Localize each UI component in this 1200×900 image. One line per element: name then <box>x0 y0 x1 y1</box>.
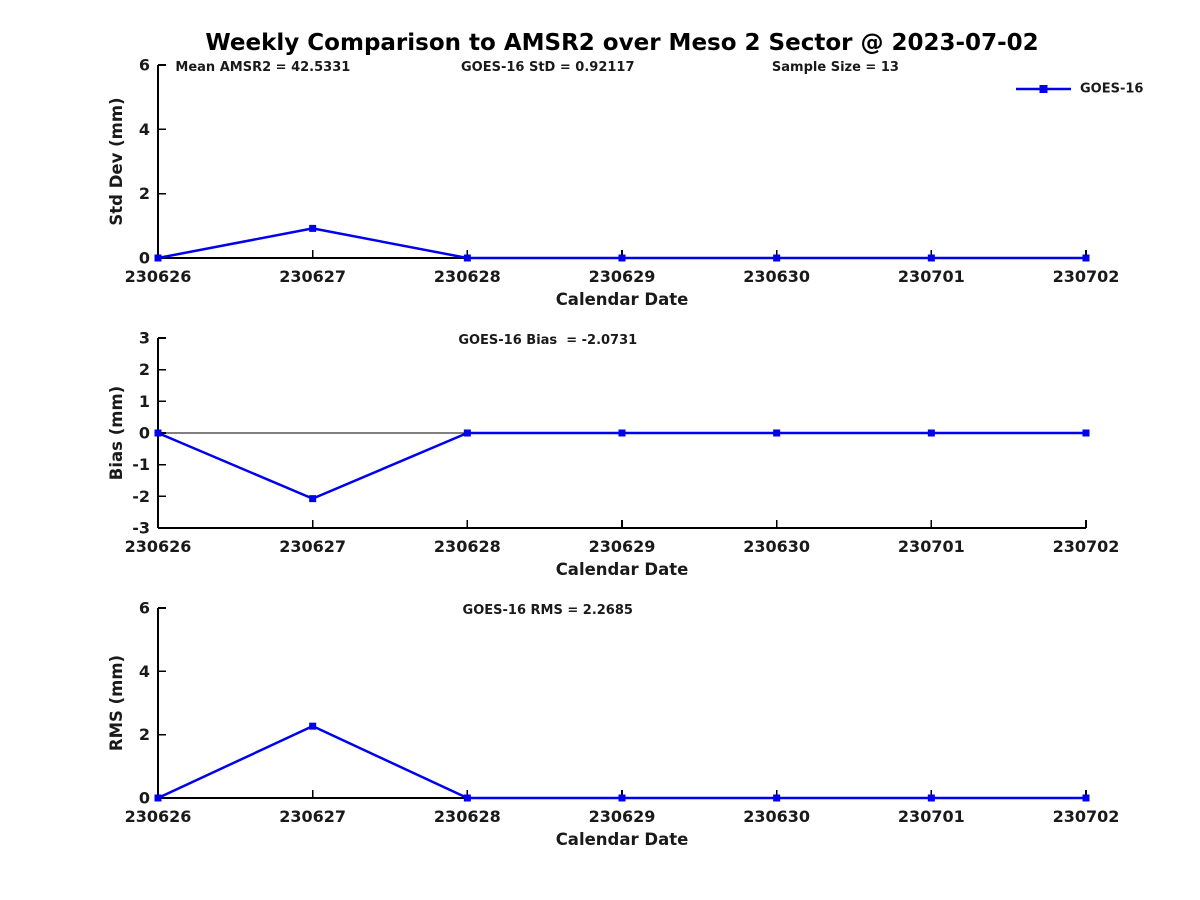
x-tick-label: 230701 <box>898 537 965 556</box>
rms-plot: 0 2 4 6 230626 230627 230628 230629 230630 230701… <box>107 599 1119 850</box>
y-tick-label: 1 <box>139 392 150 411</box>
x-axis-label: Calendar Date <box>556 290 689 309</box>
x-tick-label: 230628 <box>434 807 501 826</box>
x-tick-label: 230627 <box>279 807 346 826</box>
data-point <box>773 254 781 262</box>
subplot-title: GOES-16 Bias = -2.0731 <box>458 333 637 348</box>
data-point <box>309 722 317 730</box>
y-tick-label: 0 <box>139 424 150 443</box>
x-tick-label: 230626 <box>125 537 192 556</box>
data-point <box>1082 254 1090 262</box>
y-tick-label: -3 <box>132 519 150 538</box>
data-point <box>773 429 781 437</box>
data-point <box>927 429 935 437</box>
x-tick-label: 230627 <box>279 537 346 556</box>
legend-label: GOES-16 <box>1080 82 1143 97</box>
y-axis-label: Bias (mm) <box>107 386 126 480</box>
y-tick-label: -1 <box>132 455 150 474</box>
y-tick-label: 4 <box>139 662 150 681</box>
y-tick-label: 6 <box>139 599 150 618</box>
data-point <box>154 429 162 437</box>
x-tick-label: 230629 <box>589 537 656 556</box>
y-axis-label: RMS (mm) <box>107 655 126 751</box>
annotation-text: Sample Size = 13 <box>772 60 899 75</box>
data-point <box>154 254 162 262</box>
x-tick-label: 230702 <box>1053 267 1120 286</box>
legend-marker <box>1039 85 1048 93</box>
y-axis-label: Std Dev (mm) <box>107 97 126 225</box>
data-point <box>154 794 162 802</box>
x-tick-label: 230629 <box>589 267 656 286</box>
x-tick-label: 230626 <box>125 267 192 286</box>
y-tick-label: -2 <box>132 487 150 506</box>
data-point <box>618 254 626 262</box>
data-point <box>927 794 935 802</box>
data-line <box>157 724 1086 800</box>
x-axis-label: Calendar Date <box>556 560 689 579</box>
data-point <box>463 254 471 262</box>
y-tick-label: 4 <box>139 120 150 139</box>
x-tick-label: 230701 <box>898 807 965 826</box>
data-point <box>463 794 471 802</box>
y-tick-label: 2 <box>139 360 150 379</box>
data-point <box>309 495 317 503</box>
data-point <box>618 429 626 437</box>
std-dev-plot: 0 2 4 6 230626 230627 230628 230629 230630 230701… <box>107 56 1119 310</box>
data-point <box>618 794 626 802</box>
y-tick-label: 0 <box>139 249 150 268</box>
bias-plot: -3 -2 -1 0 1 2 3 230626 230627 230628 230629 230630… <box>107 329 1119 580</box>
x-tick-label: 230630 <box>743 807 810 826</box>
annotation-text: GOES-16 StD = 0.92117 <box>461 60 635 75</box>
x-tick-label: 230628 <box>434 267 501 286</box>
x-tick-label: 230628 <box>434 537 501 556</box>
subplot-title: GOES-16 RMS = 2.2685 <box>463 603 633 618</box>
x-tick-label: 230702 <box>1053 537 1120 556</box>
x-tick-label: 230626 <box>125 807 192 826</box>
data-point <box>463 429 471 437</box>
figure-title: Weekly Comparison to AMSR2 over Meso 2 S… <box>205 30 1039 56</box>
x-tick-label: 230702 <box>1053 807 1120 826</box>
y-tick-label: 2 <box>139 725 150 744</box>
annotation-text: Mean AMSR2 = 42.5331 <box>175 60 350 75</box>
data-point <box>773 794 781 802</box>
data-point <box>1082 429 1090 437</box>
data-point <box>309 224 317 232</box>
y-tick-label: 6 <box>139 56 150 75</box>
data-line <box>157 431 1086 500</box>
y-tick-label: 3 <box>139 329 150 348</box>
x-tick-label: 230630 <box>743 267 810 286</box>
x-tick-label: 230630 <box>743 537 810 556</box>
legend: GOES-16 <box>1016 82 1143 97</box>
x-tick-label: 230629 <box>589 807 656 826</box>
data-point <box>1082 794 1090 802</box>
x-axis-label: Calendar Date <box>556 830 689 849</box>
x-tick-label: 230701 <box>898 267 965 286</box>
x-tick-label: 230627 <box>279 267 346 286</box>
data-point <box>927 254 935 262</box>
y-tick-label: 2 <box>139 184 150 203</box>
y-tick-label: 0 <box>139 789 150 808</box>
